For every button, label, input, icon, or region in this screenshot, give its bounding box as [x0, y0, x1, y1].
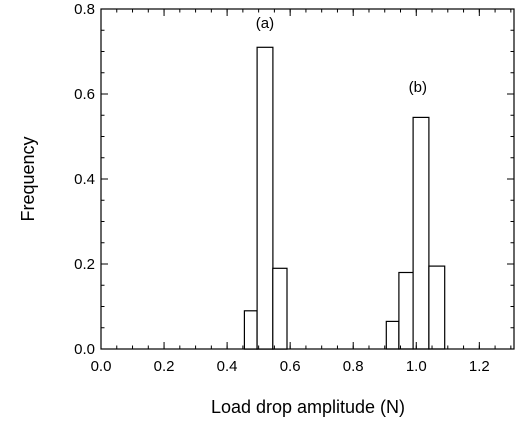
chart-annotations: (a) (b) — [256, 15, 427, 96]
histogram-bars — [243, 46, 446, 350]
peak-annotation: (a) — [256, 15, 274, 32]
y-tick-label: 0.4 — [74, 171, 95, 188]
peak-annotation: (b) — [409, 79, 427, 96]
y-axis-title: Frequency — [18, 136, 38, 221]
y-tick-label: 0.2 — [74, 256, 95, 273]
y-tick-label: 0.8 — [74, 1, 95, 18]
x-tick-label: 0.4 — [217, 358, 238, 375]
histogram-bar — [412, 116, 430, 350]
axis-ticks — [100, 8, 514, 350]
x-tick-label: 0.6 — [280, 358, 301, 375]
histogram-bar — [272, 267, 288, 350]
tick-labels: 0.0 0.2 0.4 0.6 0.8 1.0 1.2 0.0 0.2 0.4 0.6 0.8 — [74, 1, 490, 375]
y-tick-label: 0.0 — [74, 341, 95, 358]
histogram-bar — [428, 265, 446, 350]
histogram-bar — [243, 310, 258, 350]
x-tick-label: 0.0 — [91, 358, 112, 375]
histogram-bar — [398, 271, 414, 350]
x-tick-label: 0.2 — [154, 358, 175, 375]
y-tick-label: 0.6 — [74, 86, 95, 103]
x-tick-label: 0.8 — [343, 358, 364, 375]
histogram-bar — [256, 46, 274, 350]
histogram-bar — [385, 320, 400, 350]
x-tick-label: 1.2 — [469, 358, 490, 375]
x-tick-label: 1.0 — [406, 358, 427, 375]
x-axis-title: Load drop amplitude (N) — [211, 397, 405, 417]
plot-frame — [100, 8, 515, 350]
